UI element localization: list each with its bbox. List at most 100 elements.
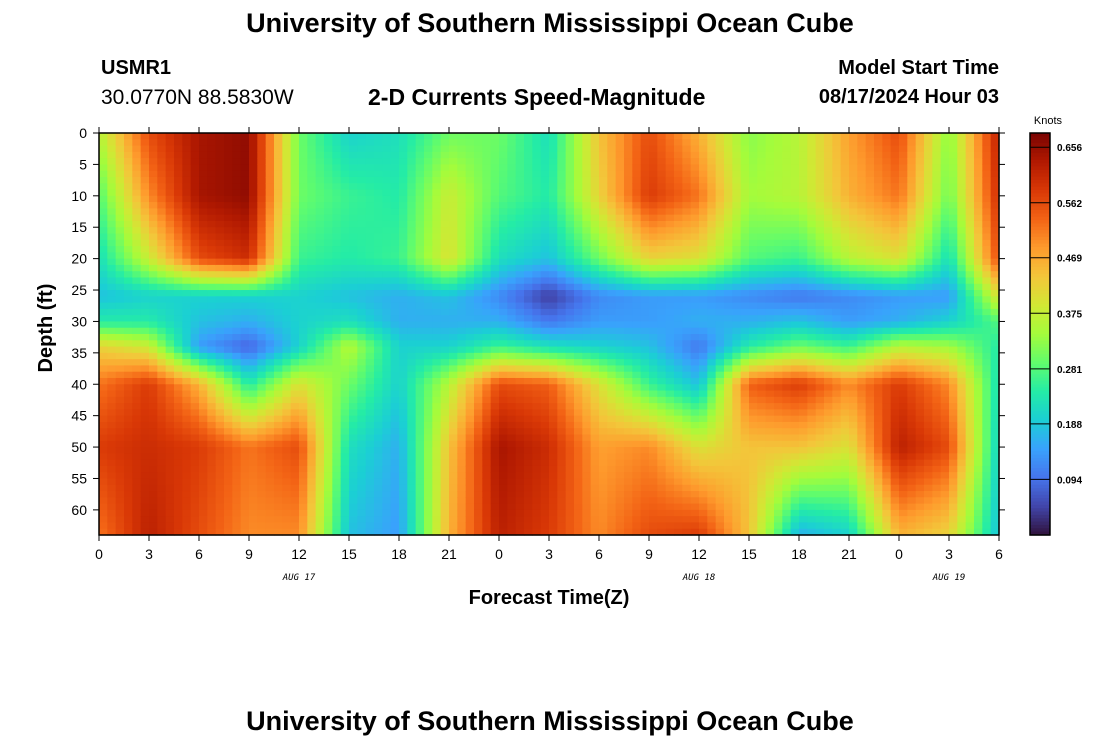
- heatmap-cell: [415, 497, 425, 505]
- heatmap-cell: [182, 334, 192, 341]
- heatmap-cell: [290, 151, 300, 159]
- heatmap-cell: [724, 440, 733, 448]
- heatmap-cell: [215, 246, 225, 253]
- heatmap-cell: [657, 365, 667, 373]
- heatmap-cell: [349, 315, 358, 323]
- heatmap-cell: [649, 334, 658, 341]
- heatmap-cell: [515, 239, 525, 247]
- heatmap-cell: [740, 340, 750, 348]
- heatmap-cell: [657, 189, 667, 197]
- heatmap-cell: [107, 459, 117, 467]
- heatmap-cell: [557, 246, 567, 253]
- heatmap-cell: [482, 365, 492, 373]
- heatmap-cell: [265, 214, 275, 222]
- heatmap-cell: [274, 409, 283, 417]
- heatmap-cell: [340, 151, 350, 159]
- heatmap-cell: [440, 246, 450, 253]
- heatmap-cell: [657, 522, 667, 530]
- heatmap-cell: [740, 484, 750, 492]
- heatmap-cell: [115, 176, 125, 184]
- heatmap-cell: [582, 352, 592, 360]
- heatmap-cell: [657, 170, 667, 178]
- heatmap-cell: [274, 189, 283, 197]
- heatmap-cell: [340, 371, 350, 379]
- heatmap-cell: [657, 176, 667, 184]
- heatmap-cell: [349, 283, 358, 291]
- heatmap-cell: [299, 246, 308, 253]
- heatmap-cell: [599, 472, 608, 480]
- heatmap-cell: [457, 440, 467, 448]
- heatmap-cell: [99, 509, 108, 517]
- heatmap-cell: [340, 308, 350, 316]
- heatmap-cell: [515, 459, 525, 467]
- heatmap-cell: [207, 428, 217, 436]
- heatmap-cell: [515, 365, 525, 373]
- heatmap-cell: [657, 302, 667, 310]
- heatmap-cell: [265, 453, 275, 461]
- heatmap-cell: [649, 290, 658, 297]
- heatmap-cell: [590, 283, 600, 291]
- heatmap-cell: [290, 308, 300, 316]
- heatmap-cell: [724, 246, 733, 253]
- heatmap-cell: [182, 264, 192, 272]
- heatmap-cell: [232, 440, 242, 448]
- heatmap-cell: [432, 377, 442, 385]
- heatmap-cell: [540, 302, 550, 310]
- heatmap-cell: [182, 233, 192, 241]
- heatmap-cell: [415, 252, 425, 260]
- heatmap-cell: [557, 158, 567, 166]
- heatmap-cell: [107, 396, 117, 404]
- heatmap-cell: [490, 220, 500, 228]
- heatmap-cell: [299, 139, 308, 147]
- heatmap-cell: [615, 233, 625, 241]
- heatmap-cell: [265, 133, 275, 140]
- heatmap-cell: [665, 252, 675, 260]
- heatmap-cell: [507, 484, 517, 492]
- heatmap-cell: [574, 315, 583, 323]
- heatmap-cell: [424, 208, 433, 216]
- heatmap-cell: [549, 246, 558, 253]
- heatmap-cell: [274, 220, 283, 228]
- heatmap-cell: [515, 434, 525, 442]
- heatmap-cell: [474, 258, 483, 266]
- heatmap-cell: [382, 415, 392, 423]
- heatmap-cell: [699, 447, 708, 454]
- heatmap-cell: [199, 321, 208, 329]
- heatmap-cell: [165, 220, 175, 228]
- heatmap-cell: [515, 409, 525, 417]
- heatmap-cell: [274, 390, 283, 398]
- heatmap-cell: [557, 459, 567, 467]
- heatmap-cell: [732, 516, 742, 524]
- heatmap-cell: [524, 484, 533, 492]
- heatmap-cell: [549, 434, 558, 442]
- heatmap-cell: [274, 170, 283, 178]
- heatmap-cell: [432, 440, 442, 448]
- heatmap-cell: [499, 453, 508, 461]
- heatmap-cell: [107, 447, 117, 454]
- heatmap-cell: [690, 220, 700, 228]
- heatmap-cell: [699, 528, 708, 536]
- heatmap-cell: [224, 315, 233, 323]
- heatmap-cell: [590, 277, 600, 285]
- heatmap-cell: [274, 465, 283, 473]
- heatmap-cell: [240, 183, 250, 191]
- heatmap-cell: [549, 465, 558, 473]
- heatmap-cell: [215, 183, 225, 191]
- heatmap-cell: [707, 352, 717, 360]
- heatmap-cell: [315, 271, 325, 279]
- heatmap-cell: [290, 220, 300, 228]
- heatmap-cell: [165, 214, 175, 222]
- heatmap-cell: [149, 503, 158, 511]
- heatmap-cell: [457, 308, 467, 316]
- heatmap-cell: [707, 227, 717, 235]
- heatmap-cell: [607, 509, 617, 517]
- heatmap-cell: [515, 252, 525, 260]
- heatmap-cell: [199, 220, 208, 228]
- heatmap-cell: [299, 202, 308, 209]
- heatmap-cell: [407, 396, 417, 404]
- heatmap-cell: [382, 403, 392, 410]
- heatmap-cell: [465, 220, 475, 228]
- heatmap-cell: [474, 478, 483, 486]
- heatmap-cell: [432, 239, 442, 247]
- heatmap-cell: [207, 271, 217, 279]
